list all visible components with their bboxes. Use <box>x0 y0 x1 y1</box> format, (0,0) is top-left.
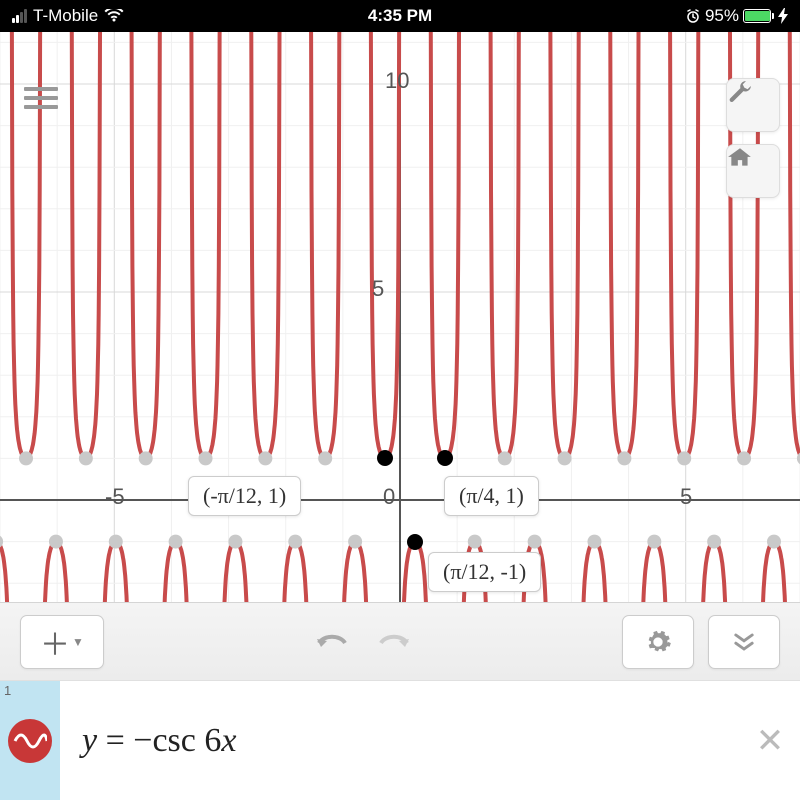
battery-pct: 95% <box>705 6 739 26</box>
wifi-icon <box>104 9 124 23</box>
redo-button[interactable] <box>377 626 411 658</box>
wave-icon <box>8 719 52 763</box>
alarm-icon <box>685 8 701 24</box>
expression-row[interactable]: 1 y = − csc 6 x ✕ <box>0 680 800 800</box>
graph-area[interactable]: 10 5 0 -5 5 (-π/12, 1) (π/4, 1) (π/12, -… <box>0 32 800 602</box>
close-icon: ✕ <box>756 721 785 761</box>
clock: 4:35 PM <box>368 6 432 26</box>
status-right: 95% <box>685 6 788 26</box>
chevrons-down-icon <box>730 628 758 656</box>
point-label-3[interactable]: (π/12, -1) <box>428 552 541 592</box>
graph-canvas <box>0 32 800 602</box>
plus-icon: ＋ <box>40 620 70 664</box>
carrier-label: T-Mobile <box>33 6 98 26</box>
expr-eq: = <box>97 722 133 760</box>
expr-minus: − <box>133 722 152 760</box>
toolbar: ＋ ▼ <box>0 602 800 680</box>
signal-icon <box>12 9 27 23</box>
battery-icon <box>743 9 774 23</box>
charging-icon <box>778 8 788 24</box>
expression-text[interactable]: y = − csc 6 x <box>60 681 740 800</box>
redo-icon <box>377 629 411 651</box>
origin-label: 0 <box>383 484 395 510</box>
point-label-1[interactable]: (-π/12, 1) <box>188 476 301 516</box>
home-icon <box>727 145 753 171</box>
expr-x: x <box>221 722 236 760</box>
expression-index: 1 <box>4 683 11 698</box>
settings-button[interactable] <box>726 78 780 132</box>
gear-icon <box>644 628 672 656</box>
y-tick-10: 10 <box>385 68 409 94</box>
collapse-button[interactable] <box>708 615 780 669</box>
expr-coef: 6 <box>196 722 222 760</box>
undo-icon <box>315 629 349 651</box>
expression-tab[interactable]: 1 <box>0 681 60 800</box>
wrench-icon <box>727 79 753 105</box>
y-tick-5: 5 <box>372 276 384 302</box>
status-left: T-Mobile <box>12 6 124 26</box>
home-button[interactable] <box>726 144 780 198</box>
delete-expression-button[interactable]: ✕ <box>740 681 800 800</box>
add-button[interactable]: ＋ ▼ <box>20 615 104 669</box>
menu-icon[interactable] <box>24 82 58 114</box>
point-label-2[interactable]: (π/4, 1) <box>444 476 539 516</box>
graph-settings-button[interactable] <box>622 615 694 669</box>
x-tick-neg5: -5 <box>105 484 125 510</box>
expr-y: y <box>82 722 97 760</box>
x-tick-5: 5 <box>680 484 692 510</box>
status-bar: T-Mobile 4:35 PM 95% <box>0 0 800 32</box>
expr-fn: csc <box>152 722 195 760</box>
undo-button[interactable] <box>315 626 349 658</box>
dropdown-caret-icon: ▼ <box>72 635 84 649</box>
